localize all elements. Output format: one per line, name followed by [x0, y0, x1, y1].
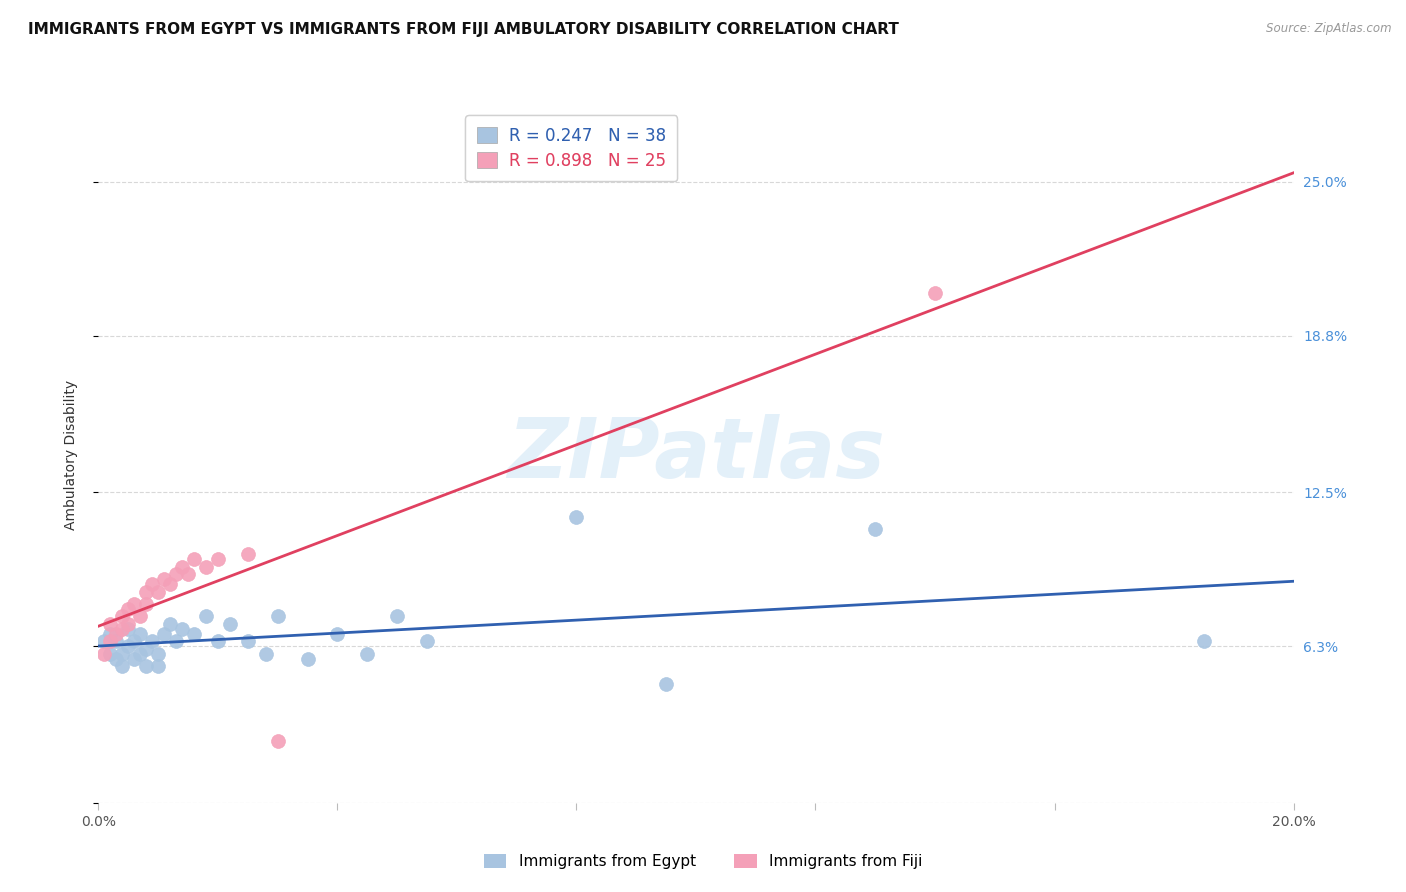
Point: [111, 647, 134, 661]
Point: [207, 634, 229, 648]
Point: [141, 634, 163, 648]
Point: [135, 659, 157, 673]
Point: [183, 552, 205, 566]
Point: [655, 676, 678, 690]
Point: [117, 602, 139, 616]
Point: [1192, 634, 1215, 648]
Point: [267, 609, 290, 624]
Point: [297, 651, 319, 665]
Point: [93, 634, 115, 648]
Point: [105, 651, 128, 665]
Legend: Immigrants from Egypt, Immigrants from Fiji: Immigrants from Egypt, Immigrants from F…: [478, 847, 928, 875]
Point: [124, 634, 146, 648]
Point: [135, 597, 157, 611]
Legend: R = 0.247   N = 38, R = 0.898   N = 25: R = 0.247 N = 38, R = 0.898 N = 25: [465, 115, 678, 181]
Point: [111, 609, 134, 624]
Point: [153, 627, 176, 641]
Point: [385, 609, 409, 624]
Point: [165, 634, 187, 648]
Point: [565, 510, 588, 524]
Y-axis label: Ambulatory Disability: Ambulatory Disability: [63, 380, 77, 530]
Point: [148, 659, 170, 673]
Point: [105, 627, 128, 641]
Point: [105, 634, 128, 648]
Point: [159, 616, 181, 631]
Point: [100, 647, 122, 661]
Point: [129, 609, 152, 624]
Point: [177, 567, 200, 582]
Point: [117, 639, 139, 653]
Point: [865, 523, 887, 537]
Text: Source: ZipAtlas.com: Source: ZipAtlas.com: [1267, 22, 1392, 36]
Point: [159, 577, 181, 591]
Point: [165, 567, 187, 582]
Text: ZIPatlas: ZIPatlas: [508, 415, 884, 495]
Point: [195, 609, 218, 624]
Text: IMMIGRANTS FROM EGYPT VS IMMIGRANTS FROM FIJI AMBULATORY DISABILITY CORRELATION : IMMIGRANTS FROM EGYPT VS IMMIGRANTS FROM…: [28, 22, 898, 37]
Point: [267, 733, 290, 747]
Point: [172, 622, 194, 636]
Point: [100, 634, 122, 648]
Point: [111, 622, 134, 636]
Point: [141, 577, 163, 591]
Point: [100, 627, 122, 641]
Point: [183, 627, 205, 641]
Point: [254, 647, 277, 661]
Point: [148, 647, 170, 661]
Point: [100, 616, 122, 631]
Point: [129, 627, 152, 641]
Point: [148, 584, 170, 599]
Point: [924, 286, 946, 301]
Point: [195, 559, 218, 574]
Point: [111, 659, 134, 673]
Point: [236, 634, 259, 648]
Point: [124, 597, 146, 611]
Point: [93, 647, 115, 661]
Point: [153, 572, 176, 586]
Point: [416, 634, 439, 648]
Point: [207, 552, 229, 566]
Point: [117, 622, 139, 636]
Point: [326, 627, 349, 641]
Point: [135, 584, 157, 599]
Point: [172, 559, 194, 574]
Point: [124, 651, 146, 665]
Point: [219, 616, 242, 631]
Point: [356, 647, 378, 661]
Point: [129, 647, 152, 661]
Point: [135, 641, 157, 656]
Point: [236, 547, 259, 561]
Point: [117, 616, 139, 631]
